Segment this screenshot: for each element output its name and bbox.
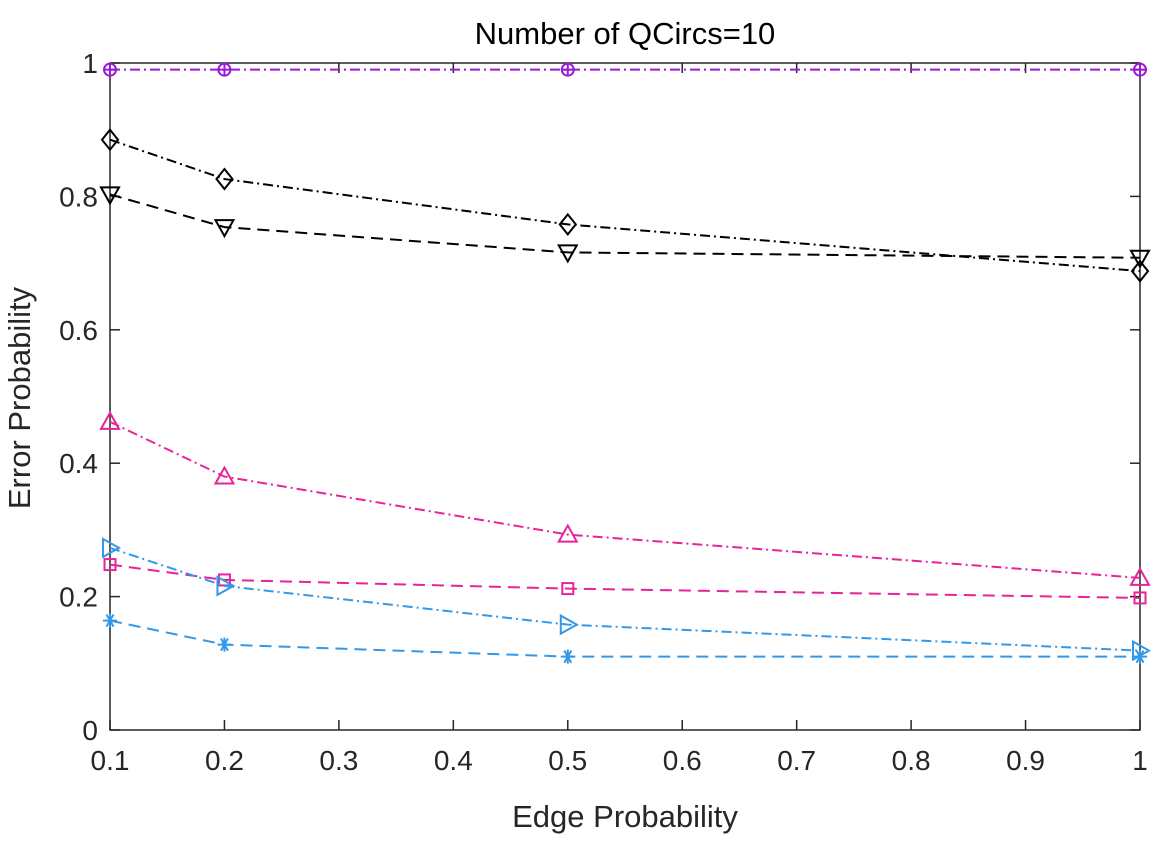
- x-tick-label: 0.9: [1006, 745, 1045, 776]
- data-point-asterisk: [103, 613, 117, 628]
- series-line-black-diamond: [109, 138, 1141, 273]
- data-point-triangle-up: [1129, 566, 1151, 586]
- data-point-diamond: [1130, 259, 1150, 283]
- x-tick-label: 0.8: [892, 745, 931, 776]
- data-point-square: [561, 582, 575, 596]
- data-point-square: [103, 558, 117, 572]
- data-point-asterisk: [217, 637, 232, 652]
- plot-area: [109, 62, 1141, 731]
- chart-title: Number of QCircs=10: [475, 16, 776, 51]
- x-tick-label: 1: [1132, 745, 1148, 776]
- series-line-magenta-square: [109, 563, 1141, 599]
- y-tick-label: 1: [82, 48, 98, 79]
- data-point-triangle-down: [213, 219, 236, 239]
- data-point-circle-plus: [103, 62, 117, 77]
- series-blue-right-triangle: [102, 537, 1152, 662]
- x-tick-label: 0.1: [91, 745, 130, 776]
- series-magenta-up-triangle: [99, 410, 1151, 586]
- data-point-diamond: [100, 128, 120, 152]
- series-line-blue-asterisk: [109, 619, 1140, 658]
- series-magenta-square: [103, 558, 1147, 605]
- y-tick-label: 0.2: [59, 582, 98, 613]
- data-point-diamond: [558, 212, 578, 237]
- y-axis-ticks: 0 0.2 0.4 0.6 0.8 1: [59, 48, 1140, 746]
- data-point-triangle-down: [557, 244, 579, 264]
- series-black-diamond: [100, 128, 1150, 283]
- series-line-blue-right-triangle: [109, 546, 1141, 652]
- data-point-square: [1133, 591, 1147, 605]
- y-tick-label: 0.6: [59, 315, 98, 346]
- y-tick-label: 0.8: [59, 181, 98, 212]
- plot-frame: [109, 62, 1141, 731]
- data-point-triangle-up: [99, 410, 121, 430]
- data-point-triangle-right: [559, 613, 579, 636]
- data-point-triangle-up: [213, 465, 236, 485]
- data-point-triangle-right: [102, 537, 122, 559]
- data-point-circle-plus: [560, 62, 575, 77]
- data-point-triangle-down: [99, 186, 121, 206]
- series-layer: [99, 62, 1152, 664]
- data-point-triangle-down: [1129, 249, 1151, 269]
- x-tick-label: 0.5: [548, 745, 587, 776]
- x-tick-label: 0.6: [663, 745, 702, 776]
- series-line-magenta-up-triangle: [109, 420, 1141, 579]
- x-tick-label: 0.2: [205, 745, 244, 776]
- y-tick-label: 0.4: [59, 448, 98, 479]
- series-blue-asterisk: [103, 613, 1147, 664]
- series-line-black-down-triangle: [109, 193, 1141, 259]
- data-point-triangle-up: [557, 523, 579, 543]
- x-tick-label: 0.4: [434, 745, 473, 776]
- data-point-diamond: [215, 167, 234, 191]
- data-point-triangle-right: [216, 575, 236, 597]
- x-tick-label: 0.3: [319, 745, 358, 776]
- series-purple-circle-plus: [103, 62, 1147, 77]
- data-point-asterisk: [1133, 649, 1147, 664]
- data-point-circle-plus: [217, 62, 232, 77]
- x-axis-title: Edge Probability: [512, 799, 738, 834]
- y-tick-label: 0: [82, 715, 98, 746]
- data-point-circle-plus: [1133, 62, 1147, 77]
- x-tick-label: 0.7: [777, 745, 816, 776]
- y-axis-title: Error Probability: [2, 286, 37, 509]
- series-black-down-triangle: [99, 186, 1151, 269]
- data-point-asterisk: [560, 649, 575, 664]
